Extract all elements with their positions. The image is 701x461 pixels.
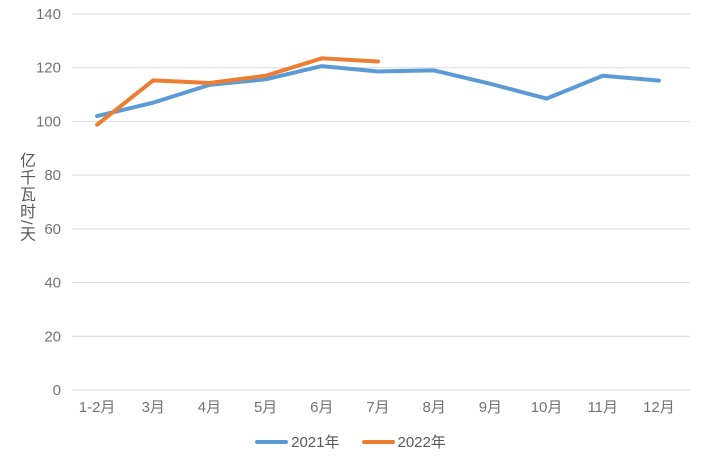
x-tick-label-10: 11月 [587, 399, 618, 416]
x-tick-label-2: 3月 [142, 399, 165, 416]
y-tick-label-20: 20 [44, 328, 61, 345]
x-tick-label-1: 1-2月 [79, 399, 116, 416]
x-tick-label-8: 9月 [479, 399, 502, 416]
legend-swatch-2022 [361, 439, 395, 444]
y-tick-label-60: 60 [44, 221, 61, 238]
legend-label-2021: 2021年 [291, 434, 340, 451]
y-tick-label-100: 100 [36, 113, 61, 130]
series-line-2021年[interactable] [95, 64, 661, 119]
legend: 2021年 2022年 [0, 431, 701, 452]
y-axis-title: 亿千瓦时/天 [17, 152, 34, 243]
x-tick-label-6: 7月 [366, 399, 389, 416]
legend-item-2021[interactable]: 2021年 [255, 431, 340, 452]
y-tick-label-40: 40 [44, 275, 61, 292]
y-tick-label-140: 140 [36, 6, 61, 23]
x-tick-label-11: 12月 [643, 399, 675, 416]
legend-swatch-2021 [255, 439, 289, 444]
y-tick-label-80: 80 [44, 167, 61, 184]
x-tick-label-4: 5月 [254, 399, 277, 416]
x-tick-label-9: 10月 [531, 399, 563, 416]
y-tick-label-0: 0 [53, 382, 61, 399]
y-tick-label-120: 120 [36, 60, 61, 77]
x-tick-label-3: 4月 [198, 399, 221, 416]
legend-item-2022[interactable]: 2022年 [361, 431, 446, 452]
series-line-2022年[interactable] [95, 56, 380, 127]
x-tick-label-5: 6月 [310, 399, 333, 416]
x-tick-label-7: 8月 [423, 399, 446, 416]
legend-label-2022: 2022年 [397, 434, 446, 451]
